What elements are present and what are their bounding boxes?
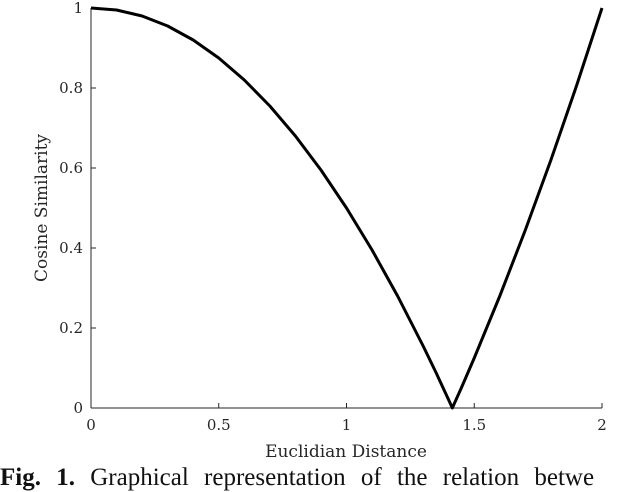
x-tick-label: 1 [342,416,352,434]
y-tick-label: 0.2 [59,319,83,337]
y-tick-label: 0 [73,399,83,417]
x-tick-label: 1.5 [462,416,486,434]
figure-caption: Fig. 1. Graphical representation of the … [0,464,594,492]
y-tick-label: 0.4 [59,239,83,257]
caption-text: Graphical representation of the relation… [90,464,595,491]
x-axis-label: Euclidian Distance [265,442,427,462]
y-tick-label: 0.6 [59,159,83,177]
y-axis-label: Cosine Similarity [32,134,52,282]
x-tick-label: 0 [86,416,96,434]
y-tick-label: 0.8 [59,79,83,97]
x-tick-label: 2 [597,416,607,434]
y-tick-label: 1 [73,0,83,17]
x-tick-label: 0.5 [207,416,231,434]
caption-label: Fig. 1. [0,464,75,491]
chart: 0 0.5 1 1.5 2 0 0.2 0.4 0.6 0.8 1 Euclidian Distan… [32,0,607,462]
series-line [90,6,604,410]
axes: 0 0.5 1 1.5 2 0 0.2 0.4 0.6 0.8 1 [59,0,607,434]
